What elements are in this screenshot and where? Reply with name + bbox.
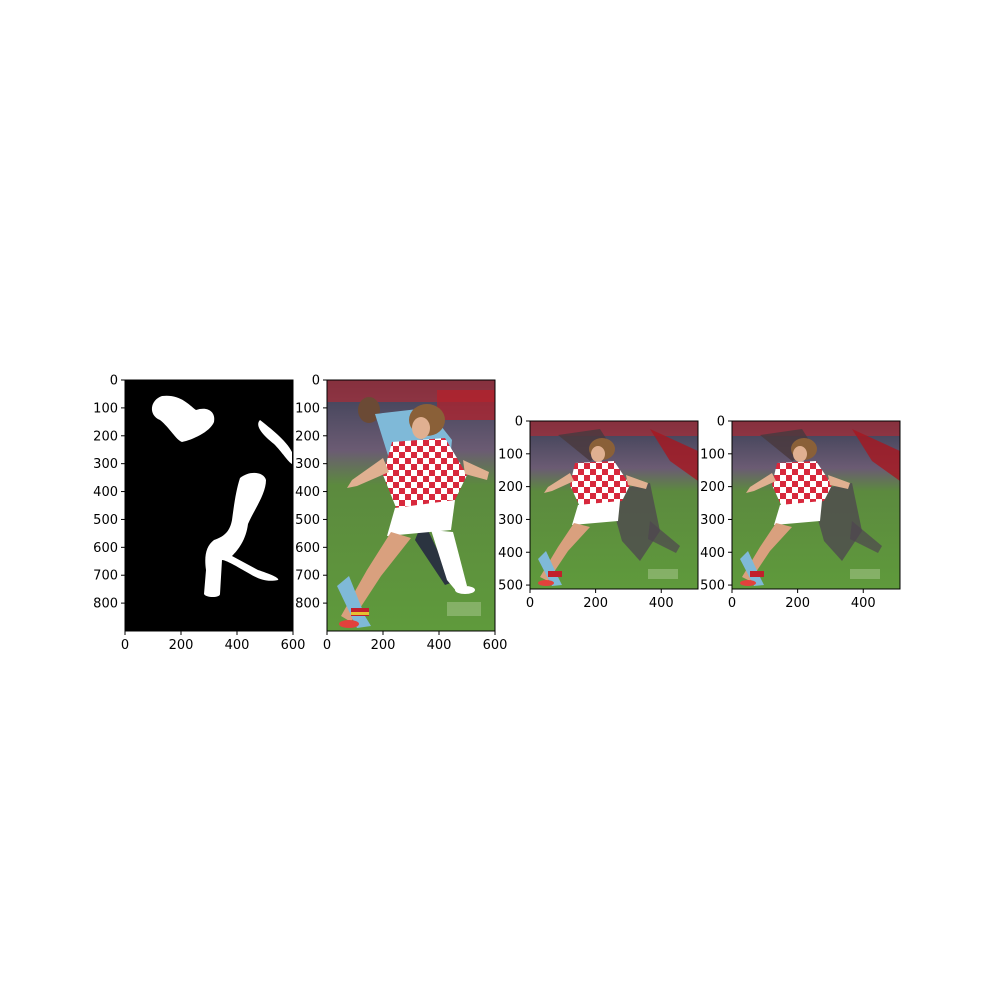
- y-tick-label: 0: [312, 374, 320, 389]
- panel-original: [326, 379, 496, 632]
- y-tick-label: 700: [93, 569, 118, 584]
- x-tick-label: 0: [121, 638, 129, 653]
- panel-result-a: [529, 420, 699, 590]
- x-tick-label: 0: [728, 596, 736, 611]
- y-tick-label: 0: [110, 374, 118, 389]
- y-tick-label: 100: [700, 447, 725, 462]
- y-tick-label: 400: [93, 485, 118, 500]
- x-tick-label: 600: [281, 638, 306, 653]
- y-tick-label: 600: [295, 541, 320, 556]
- y-tick-label: 500: [498, 579, 523, 594]
- y-tick-label: 500: [93, 513, 118, 528]
- x-tick-label: 0: [526, 596, 534, 611]
- y-tick-label: 800: [295, 597, 320, 612]
- y-tick-label: 0: [717, 415, 725, 430]
- x-tick-label: 200: [169, 638, 194, 653]
- mask-image: [125, 380, 293, 631]
- y-tick-label: 100: [93, 401, 118, 416]
- y-tick-label: 300: [93, 457, 118, 472]
- y-tick-label: 200: [295, 429, 320, 444]
- photo-result-b: [732, 421, 900, 589]
- y-tick-label: 200: [93, 429, 118, 444]
- x-tick-label: 200: [785, 596, 810, 611]
- y-tick-label: 300: [295, 457, 320, 472]
- y-tick-label: 700: [295, 569, 320, 584]
- y-tick-label: 800: [93, 597, 118, 612]
- x-tick-label: 400: [225, 638, 250, 653]
- x-tick-label: 0: [323, 638, 331, 653]
- x-tick-label: 200: [583, 596, 608, 611]
- y-tick-label: 200: [700, 480, 725, 495]
- photo-result-a: [530, 421, 698, 589]
- y-tick-label: 500: [295, 513, 320, 528]
- x-tick-label: 200: [371, 638, 396, 653]
- y-tick-label: 600: [93, 541, 118, 556]
- y-tick-label: 100: [295, 401, 320, 416]
- y-tick-label: 500: [700, 579, 725, 594]
- y-tick-label: 400: [700, 546, 725, 561]
- photo-original: [327, 380, 495, 631]
- x-tick-label: 400: [427, 638, 452, 653]
- y-tick-label: 200: [498, 480, 523, 495]
- x-tick-label: 400: [851, 596, 876, 611]
- y-tick-label: 100: [498, 447, 523, 462]
- y-tick-label: 0: [515, 415, 523, 430]
- y-tick-label: 400: [295, 485, 320, 500]
- y-tick-label: 400: [498, 546, 523, 561]
- x-tick-label: 400: [649, 596, 674, 611]
- x-tick-label: 600: [483, 638, 508, 653]
- panel-result-b: [731, 420, 901, 590]
- panel-mask: [124, 379, 294, 632]
- axis-ticks: 0 200 400 600 0 100 200 300 400 500 600 700 800 0 200 4…: [93, 374, 875, 654]
- y-tick-label: 300: [700, 513, 725, 528]
- y-tick-label: 300: [498, 513, 523, 528]
